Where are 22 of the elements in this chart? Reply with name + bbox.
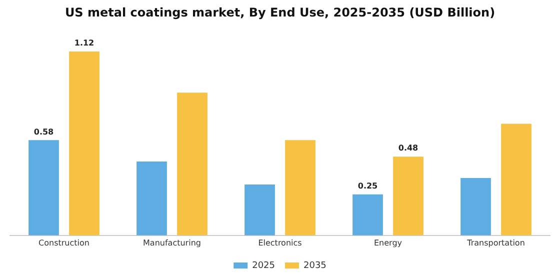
x-tick-label: Construction [38, 238, 90, 248]
bar [460, 178, 491, 236]
x-tick-label: Electronics [258, 238, 302, 248]
legend-label: 2025 [252, 260, 275, 271]
bar [501, 124, 532, 236]
bar [28, 140, 59, 236]
bar [352, 194, 383, 236]
x-tick-label: Energy [374, 238, 402, 248]
chart-title: US metal coatings market, By End Use, 2025-2035 (USD Billion) [64, 5, 496, 20]
data-label: 0.58 [34, 127, 54, 136]
bar [69, 52, 100, 236]
bar [177, 92, 208, 236]
data-label: 0.25 [358, 181, 378, 190]
bar [244, 184, 275, 236]
x-tick-label: Manufacturing [143, 238, 201, 248]
data-label: 0.48 [398, 144, 419, 153]
data-label: 1.12 [74, 38, 94, 48]
x-tick-label: Transportation [466, 238, 525, 248]
bar [393, 156, 424, 236]
legend-label: 2035 [304, 260, 326, 271]
bar [285, 140, 316, 236]
bar [136, 162, 167, 236]
